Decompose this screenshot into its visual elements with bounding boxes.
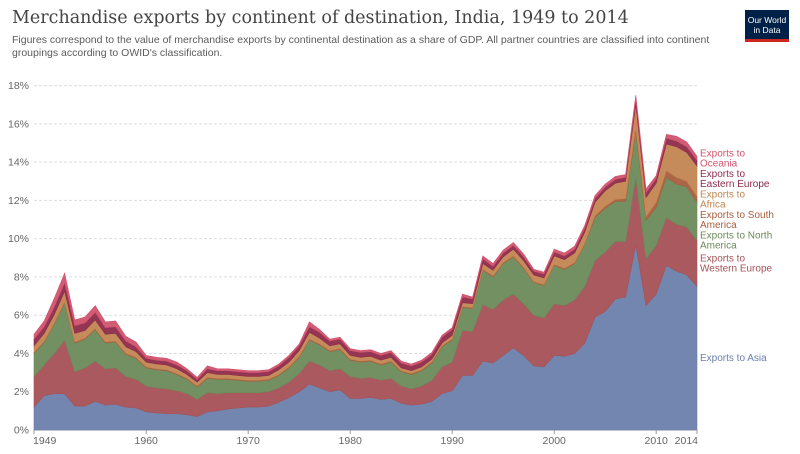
chart-subtitle: Figures correspond to the value of merch…	[12, 34, 710, 59]
area-series[interactable]	[33, 95, 698, 431]
area-exports-to-oceania[interactable]	[33, 95, 698, 380]
x-tick-1980: 1980	[339, 435, 363, 447]
label-exports-to-asia: Exports to Asia	[700, 353, 767, 364]
x-tick-2010: 2010	[645, 435, 669, 447]
y-tick-0: 0%	[14, 425, 29, 437]
label-exports-to-africa: Exports to Africa	[700, 189, 745, 210]
chart-title: Merchandise exports by continent of dest…	[12, 8, 629, 28]
y-tick-2: 2%	[14, 386, 29, 398]
logo-line-1: Our World	[747, 15, 787, 25]
x-tick-2000: 2000	[543, 435, 567, 447]
label-exports-to-north-america: Exports to North America	[700, 230, 772, 251]
logo-line-2: in Data	[753, 25, 781, 35]
label-exports-to-eastern-europe: Exports to Eastern Europe	[700, 169, 770, 190]
y-tick-16: 16%	[8, 118, 29, 130]
y-tick-10: 10%	[8, 233, 29, 245]
y-tick-8: 8%	[14, 271, 29, 283]
x-tick-1970: 1970	[237, 435, 261, 447]
y-tick-6: 6%	[14, 310, 29, 322]
y-tick-4: 4%	[14, 348, 29, 360]
label-exports-to-western-europe: Exports to Western Europe	[700, 254, 773, 275]
x-tick-2014: 2014	[675, 435, 699, 447]
x-tick-labels: 1949 1960 1970 1980 1990 2000 2010 2014	[33, 430, 698, 447]
y-tick-labels: 0% 2% 4% 6% 8% 10% 12% 14% 16% 18%	[8, 80, 29, 436]
x-tick-1960: 1960	[135, 435, 159, 447]
y-tick-12: 12%	[8, 195, 29, 207]
label-exports-to-oceania: Exports to Oceania	[700, 148, 745, 169]
y-tick-18: 18%	[8, 80, 29, 92]
x-tick-1990: 1990	[441, 435, 465, 447]
label-exports-to-south-america: Exports to South America	[700, 210, 774, 231]
owid-logo[interactable]: Our World in Data	[745, 10, 789, 42]
x-tick-1949: 1949	[33, 435, 57, 447]
y-tick-14: 14%	[8, 157, 29, 169]
